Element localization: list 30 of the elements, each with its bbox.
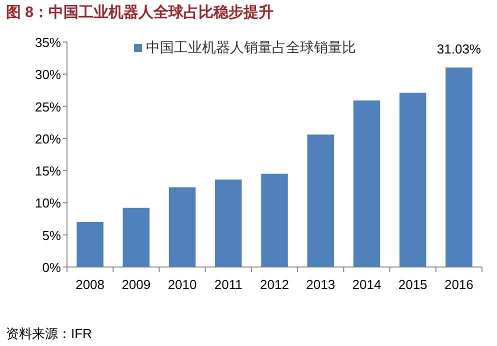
y-tick-label: 10% (34, 196, 62, 211)
x-tick-label: 2012 (260, 277, 289, 292)
bar (307, 134, 334, 267)
chart-title: 图 8：中国工业机器人全球占比稳步提升 (6, 4, 274, 21)
bar (446, 68, 472, 267)
x-tick-label: 2014 (352, 277, 382, 292)
y-tick-label: 20% (34, 131, 62, 146)
x-tick-label: 2011 (214, 277, 242, 292)
y-tick-label: 5% (42, 228, 62, 243)
bar (215, 180, 242, 267)
bar (122, 208, 150, 267)
legend-label: 中国工业机器人销量占全球销量比 (146, 39, 356, 55)
x-tick-label: 2013 (306, 277, 336, 292)
x-tick-label: 2010 (168, 277, 197, 292)
y-tick-label: 0% (42, 260, 62, 275)
y-tick-label: 25% (34, 99, 62, 114)
data-label: 31.03% (436, 42, 482, 57)
x-tick-label: 2008 (76, 277, 105, 292)
x-tick-label: 2015 (398, 277, 428, 292)
bar (168, 187, 196, 267)
bar (399, 92, 426, 267)
text: 资料来源：IFR (6, 326, 92, 341)
bar (76, 222, 104, 267)
x-tick-label: 2009 (122, 277, 151, 292)
bar (353, 100, 380, 267)
x-tick-label: 2016 (444, 277, 474, 292)
bar (261, 174, 288, 267)
y-tick-label: 15% (34, 164, 62, 179)
y-tick-label: 35% (34, 35, 62, 50)
y-tick-label: 30% (34, 67, 62, 82)
